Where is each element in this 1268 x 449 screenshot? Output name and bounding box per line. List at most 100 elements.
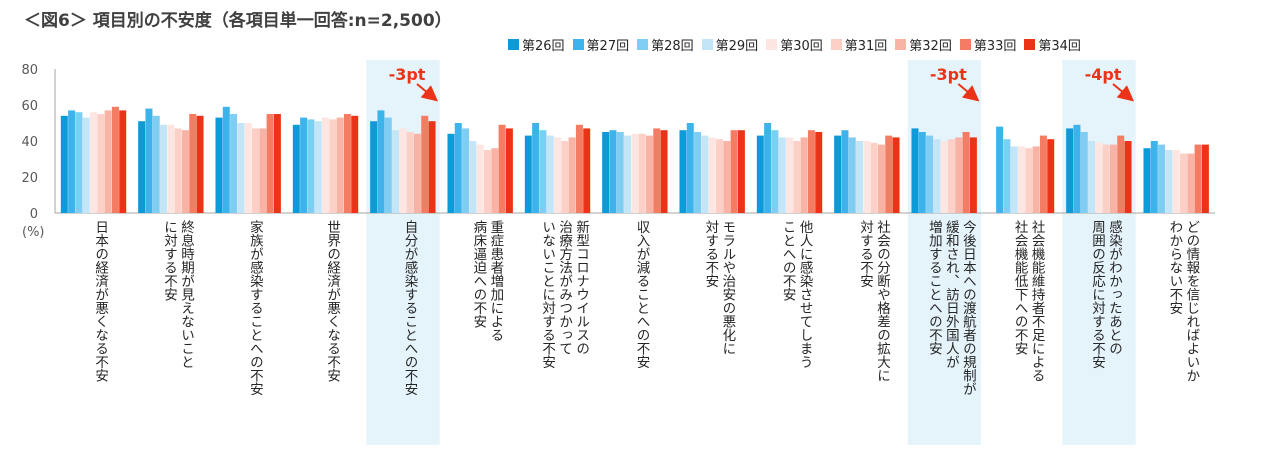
bar (329, 119, 337, 213)
bar (1073, 124, 1081, 213)
bar (1143, 148, 1151, 213)
bar (476, 144, 484, 213)
bar (1124, 141, 1132, 213)
bar (546, 135, 554, 213)
bar (996, 126, 1004, 213)
bar (616, 132, 624, 213)
bar (300, 117, 308, 213)
bar (1150, 141, 1158, 213)
bar (322, 117, 330, 213)
bar (351, 115, 359, 213)
legend-item: 第29回 (701, 35, 758, 54)
bar (1201, 144, 1209, 213)
legend: 第26回 第27回 第28回 第29回 第30回 第31回 第32回 第33回 第34回 (508, 35, 1081, 54)
bar (1172, 150, 1180, 213)
category-label: モラルや治安の悪化に 対する不安 (702, 220, 736, 355)
bar (841, 130, 849, 213)
category-label: 社会の分断や格差の拡大に 対する不安 (857, 220, 890, 382)
bar (870, 142, 878, 213)
bar (104, 110, 112, 213)
category-label: どの情報を信じればよいか わからない不安 (1166, 220, 1200, 382)
bar (1165, 150, 1173, 213)
bar (568, 137, 576, 213)
bar (343, 114, 351, 213)
bar (800, 137, 808, 213)
bar (498, 124, 506, 213)
annotation-label: -3pt (930, 65, 967, 84)
bar (539, 130, 547, 213)
bar (955, 137, 963, 213)
bar (259, 128, 267, 213)
legend-swatch (830, 39, 842, 50)
bar (428, 121, 436, 213)
bar (1158, 144, 1166, 213)
category-label: 重症患者増加による 病床逼迫への不安 (470, 220, 504, 342)
bar (940, 141, 948, 213)
bar (222, 106, 230, 213)
bar (1095, 142, 1103, 213)
bar (892, 137, 900, 213)
bar (554, 137, 562, 213)
y-tick-label: 40 (21, 135, 38, 150)
bar (491, 148, 499, 213)
bar (583, 128, 591, 213)
bar (370, 121, 378, 213)
bar (918, 132, 926, 213)
category-label: 社会機能維持者不足による 社会機能低下への不安 (1011, 220, 1045, 382)
legend-item: 第32回 (895, 35, 952, 54)
bar (947, 139, 955, 213)
annotation-arrow (416, 83, 439, 102)
bar (399, 128, 407, 213)
bar (885, 135, 893, 213)
legend-item: 第28回 (637, 35, 694, 54)
bar (1179, 153, 1187, 213)
bar (314, 121, 322, 213)
legend-label: 第30回 (780, 39, 823, 54)
y-tick-label: 20 (21, 171, 38, 186)
bar (377, 110, 385, 213)
bar (68, 110, 76, 213)
bar (1010, 146, 1018, 213)
bar (90, 112, 98, 213)
chart-title: ＜図6＞ 項目別の不安度（各項目単一回答:n=2,500） (24, 11, 452, 31)
bar (737, 130, 745, 213)
category-label: 世界の経済が悪くなる不安 (324, 220, 341, 382)
bar (1109, 144, 1117, 213)
bar (815, 132, 823, 213)
bar (771, 130, 779, 213)
bar (1080, 132, 1088, 213)
bar (786, 137, 794, 213)
legend-swatch (766, 39, 778, 50)
legend-item: 第33回 (959, 35, 1016, 54)
bar (413, 133, 421, 213)
bar (251, 128, 259, 213)
category-label: 日本の経済が悪くなる不安 (92, 220, 109, 382)
bar (454, 123, 462, 213)
bar (189, 114, 197, 213)
bar (778, 137, 786, 213)
bar (877, 144, 885, 213)
bar (624, 135, 632, 213)
bar (97, 114, 105, 213)
legend-swatch (701, 39, 713, 50)
legend-label: 第34回 (1038, 39, 1081, 54)
bar (237, 123, 245, 213)
highlight-band (907, 60, 981, 445)
bar (1117, 135, 1125, 213)
legend-swatch (959, 39, 971, 50)
bar (292, 124, 300, 213)
bar (694, 132, 702, 213)
legend-swatch (637, 39, 649, 50)
legend-swatch (895, 39, 907, 50)
bar (75, 112, 83, 213)
bar (462, 128, 470, 213)
legend-label: 第27回 (586, 39, 630, 54)
bar (167, 124, 175, 213)
bar (660, 130, 668, 213)
category-label: 収入が減ることへの不安 (633, 220, 650, 369)
bar (701, 135, 709, 213)
bar (336, 117, 344, 213)
bar (1102, 144, 1110, 213)
bar (609, 130, 617, 213)
